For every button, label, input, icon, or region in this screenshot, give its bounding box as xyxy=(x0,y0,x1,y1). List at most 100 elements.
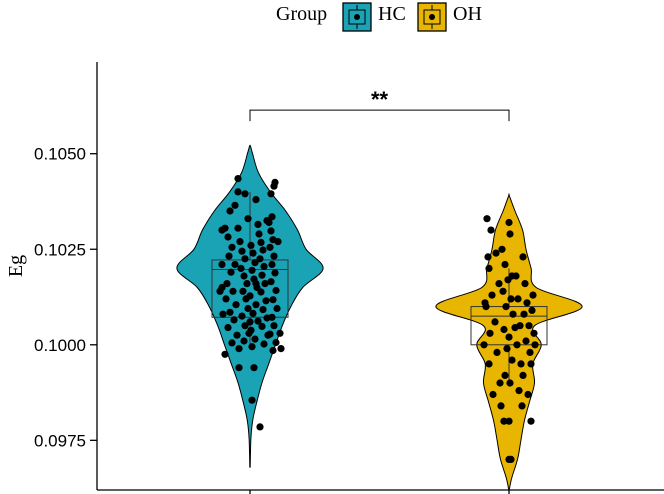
data-point-oh xyxy=(498,245,506,253)
data-point-hc xyxy=(228,243,236,251)
data-point-oh xyxy=(502,303,510,311)
data-point-hc xyxy=(219,310,227,318)
data-point-hc xyxy=(267,227,275,235)
data-point-hc xyxy=(234,224,242,232)
data-point-oh xyxy=(496,379,504,387)
data-point-hc xyxy=(236,238,244,246)
data-point-hc xyxy=(272,286,280,295)
data-point-hc xyxy=(248,396,256,404)
data-point-hc xyxy=(249,249,257,257)
significance-bracket-line xyxy=(249,109,510,122)
data-point-hc xyxy=(270,252,278,260)
data-point-hc xyxy=(260,340,268,348)
data-point-oh xyxy=(489,390,497,399)
data-point-hc xyxy=(271,178,279,186)
data-point-hc xyxy=(268,213,276,221)
data-point-hc xyxy=(218,283,226,292)
data-point-oh xyxy=(518,402,526,410)
data-point-oh xyxy=(505,218,513,227)
data-point-oh xyxy=(521,280,529,288)
data-point-oh xyxy=(515,387,523,395)
data-point-oh xyxy=(514,295,522,303)
data-point-hc xyxy=(273,304,281,313)
data-point-hc xyxy=(226,308,234,316)
data-point-oh xyxy=(488,291,496,299)
data-point-hc xyxy=(248,266,256,274)
y-tick-label: 0.1050 xyxy=(34,145,86,164)
data-point-hc xyxy=(274,238,282,246)
data-point-hc xyxy=(234,188,242,196)
y-ticks: 0.0975 0.1000 0.1025 0.1050 xyxy=(34,145,97,450)
legend-hc-dot-icon xyxy=(354,14,360,20)
data-point-oh xyxy=(528,306,536,314)
data-point-hc xyxy=(246,292,254,300)
data-point-oh xyxy=(511,324,519,332)
data-point-hc xyxy=(255,230,263,238)
y-tick-label: 0.1000 xyxy=(34,336,86,355)
data-point-hc xyxy=(244,304,252,313)
data-point-oh xyxy=(485,264,493,272)
data-point-hc xyxy=(240,272,248,280)
x-ticks xyxy=(249,490,510,494)
data-point-oh xyxy=(491,318,499,326)
data-point-oh xyxy=(517,360,525,368)
data-point-hc xyxy=(238,312,246,320)
data-point-oh xyxy=(508,356,516,364)
data-point-oh xyxy=(507,455,515,463)
data-point-hc xyxy=(272,338,280,347)
data-point-oh xyxy=(503,345,511,353)
violin-oh xyxy=(435,193,583,491)
data-points xyxy=(216,175,539,463)
data-point-hc xyxy=(222,295,230,303)
data-point-hc xyxy=(237,264,245,272)
data-point-oh xyxy=(500,417,508,425)
data-point-oh xyxy=(530,329,538,337)
data-point-hc xyxy=(270,322,278,330)
data-point-oh xyxy=(487,226,495,234)
data-point-hc xyxy=(227,268,235,276)
data-point-oh xyxy=(527,417,535,425)
data-point-hc xyxy=(267,278,275,286)
data-point-hc xyxy=(259,306,267,314)
data-point-oh xyxy=(531,341,539,349)
legend: Group HC OH xyxy=(276,2,482,32)
data-point-hc xyxy=(218,226,226,234)
data-point-oh xyxy=(525,322,533,330)
data-point-oh xyxy=(506,379,514,387)
data-point-hc xyxy=(258,271,266,279)
data-point-oh xyxy=(520,310,528,318)
data-point-oh xyxy=(485,360,493,368)
data-point-oh xyxy=(519,371,527,379)
data-point-hc xyxy=(225,252,233,260)
data-point-hc xyxy=(256,255,264,263)
data-point-oh xyxy=(480,341,488,349)
data-point-hc xyxy=(218,260,226,269)
data-point-hc xyxy=(262,297,270,305)
data-point-hc xyxy=(232,301,240,309)
data-point-oh xyxy=(501,260,509,269)
data-point-hc xyxy=(266,330,274,338)
data-point-hc xyxy=(235,345,243,353)
data-point-hc xyxy=(240,337,248,345)
data-point-oh xyxy=(505,417,513,425)
data-point-oh xyxy=(527,360,535,368)
legend-oh-dot-icon xyxy=(429,14,435,20)
data-point-hc xyxy=(269,346,277,355)
y-tick-label: 0.0975 xyxy=(34,431,86,450)
data-point-hc xyxy=(230,316,238,324)
data-point-hc xyxy=(259,246,267,254)
data-point-oh xyxy=(519,253,527,261)
data-point-oh xyxy=(501,371,509,379)
data-point-oh xyxy=(504,276,512,284)
data-point-hc xyxy=(268,260,276,269)
data-point-hc xyxy=(229,287,237,295)
data-point-hc xyxy=(247,326,255,334)
data-point-hc xyxy=(251,335,259,343)
data-point-hc xyxy=(231,260,239,269)
data-point-hc xyxy=(252,301,260,309)
data-point-oh xyxy=(526,348,534,356)
data-point-oh xyxy=(500,325,508,334)
data-point-hc xyxy=(226,207,234,215)
data-point-hc xyxy=(254,220,262,228)
